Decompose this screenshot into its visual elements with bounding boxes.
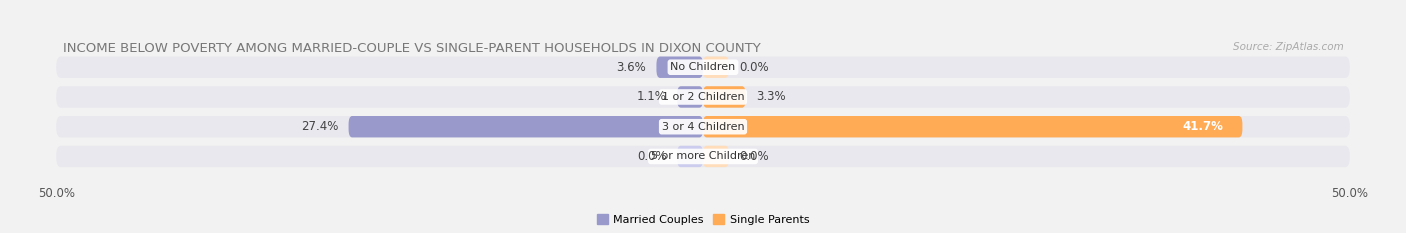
- FancyBboxPatch shape: [56, 86, 1350, 108]
- FancyBboxPatch shape: [56, 116, 1350, 137]
- FancyBboxPatch shape: [703, 86, 745, 108]
- FancyBboxPatch shape: [678, 146, 703, 167]
- Text: 1 or 2 Children: 1 or 2 Children: [662, 92, 744, 102]
- Text: 3 or 4 Children: 3 or 4 Children: [662, 122, 744, 132]
- FancyBboxPatch shape: [56, 57, 1350, 78]
- Text: No Children: No Children: [671, 62, 735, 72]
- FancyBboxPatch shape: [703, 146, 728, 167]
- FancyBboxPatch shape: [678, 86, 703, 108]
- Text: 0.0%: 0.0%: [740, 150, 769, 163]
- Text: INCOME BELOW POVERTY AMONG MARRIED-COUPLE VS SINGLE-PARENT HOUSEHOLDS IN DIXON C: INCOME BELOW POVERTY AMONG MARRIED-COUPL…: [63, 42, 761, 55]
- Text: 0.0%: 0.0%: [740, 61, 769, 74]
- Text: 0.0%: 0.0%: [637, 150, 666, 163]
- FancyBboxPatch shape: [703, 57, 728, 78]
- Text: 3.6%: 3.6%: [616, 61, 647, 74]
- Text: 1.1%: 1.1%: [637, 90, 666, 103]
- FancyBboxPatch shape: [349, 116, 703, 137]
- Text: Source: ZipAtlas.com: Source: ZipAtlas.com: [1233, 42, 1343, 52]
- FancyBboxPatch shape: [56, 146, 1350, 167]
- Text: 27.4%: 27.4%: [301, 120, 339, 133]
- Legend: Married Couples, Single Parents: Married Couples, Single Parents: [592, 210, 814, 229]
- FancyBboxPatch shape: [703, 116, 1243, 137]
- Text: 3.3%: 3.3%: [756, 90, 786, 103]
- Text: 5 or more Children: 5 or more Children: [651, 151, 755, 161]
- Text: 41.7%: 41.7%: [1182, 120, 1223, 133]
- FancyBboxPatch shape: [657, 57, 703, 78]
